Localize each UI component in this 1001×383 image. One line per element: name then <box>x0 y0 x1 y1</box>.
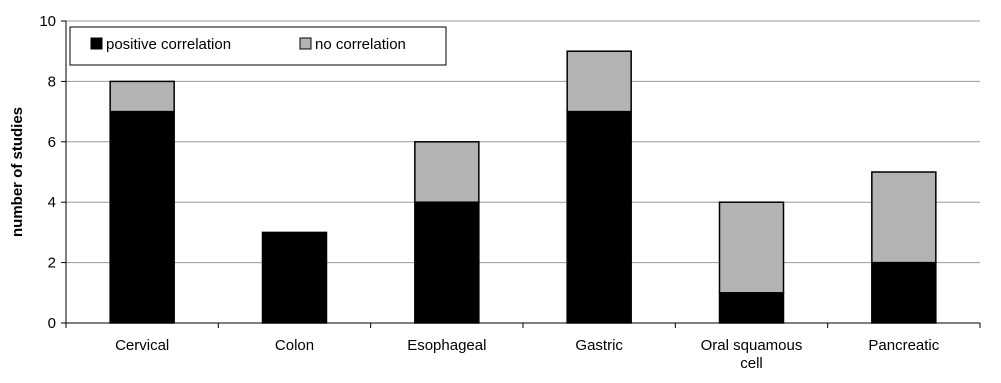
legend: positive correlation no correlation <box>70 27 446 65</box>
legend-label-positive-correlation: positive correlation <box>106 36 231 53</box>
bar-cervical-positive-correlation <box>110 112 174 323</box>
bar-oral-squamous-cell-no-correlation <box>720 202 784 293</box>
bar-cervical-no-correlation <box>110 81 174 111</box>
x-tick-label-esophageal: Esophageal <box>407 337 486 354</box>
axes: 0 2 4 6 8 10 Cervical Colon Esophageal Gastric Ora… <box>39 13 980 372</box>
x-tick-label-gastric: Gastric <box>575 337 623 354</box>
y-tick-label-10: 10 <box>39 13 56 30</box>
bar-gastric-positive-correlation <box>567 112 631 323</box>
y-tick-label-6: 6 <box>48 134 56 151</box>
x-tick-label-colon: Colon <box>275 337 314 354</box>
bar-colon-positive-correlation <box>263 232 327 323</box>
bar-esophageal-positive-correlation <box>415 202 479 323</box>
legend-swatch-no-correlation <box>300 38 311 49</box>
bar-pancreatic-no-correlation <box>872 172 936 263</box>
y-axis-label: number of studies <box>9 107 26 237</box>
x-tick-label-cervical: Cervical <box>115 337 169 354</box>
legend-swatch-positive-correlation <box>91 38 102 49</box>
x-tick-label-oral-squamous-cell: Oral squamous cell <box>701 337 803 372</box>
y-tick-label-4: 4 <box>48 194 56 211</box>
bar-gastric-no-correlation <box>567 51 631 111</box>
y-tick-label-2: 2 <box>48 255 56 272</box>
bar-esophageal-no-correlation <box>415 142 479 202</box>
y-tick-label-8: 8 <box>48 73 56 90</box>
x-tick-label-pancreatic: Pancreatic <box>868 337 939 354</box>
bars <box>110 51 936 323</box>
bar-pancreatic-positive-correlation <box>872 263 936 323</box>
y-tick-label-0: 0 <box>48 315 56 332</box>
legend-label-no-correlation: no correlation <box>315 36 406 53</box>
bar-oral-squamous-cell-positive-correlation <box>720 293 784 323</box>
